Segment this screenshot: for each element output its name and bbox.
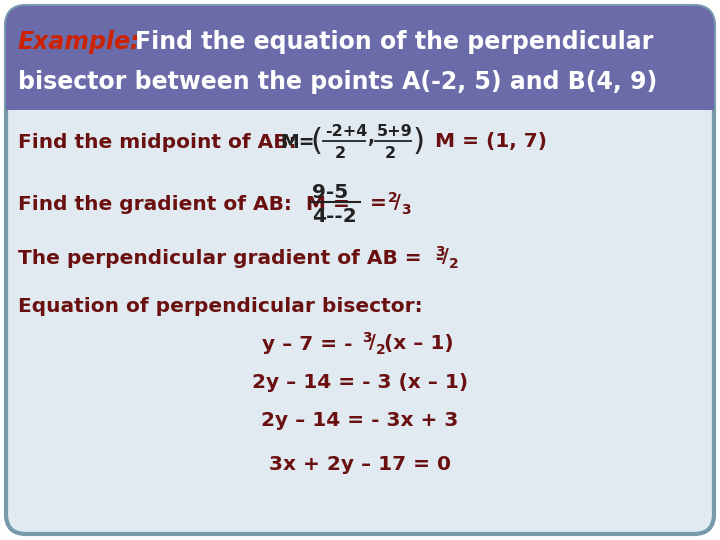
- Text: 5+9: 5+9: [377, 125, 413, 139]
- Text: The perpendicular gradient of AB =  -: The perpendicular gradient of AB = -: [18, 248, 444, 267]
- Text: Find the equation of the perpendicular: Find the equation of the perpendicular: [135, 30, 653, 54]
- Text: (x – 1): (x – 1): [384, 334, 454, 354]
- Text: 3: 3: [362, 331, 372, 345]
- Text: M=: M=: [280, 132, 315, 152]
- Text: Find the gradient of AB:  M =: Find the gradient of AB: M =: [18, 194, 350, 213]
- Text: Equation of perpendicular bisector:: Equation of perpendicular bisector:: [18, 298, 423, 316]
- FancyBboxPatch shape: [6, 6, 714, 110]
- Text: Find the midpoint of AB:: Find the midpoint of AB:: [18, 132, 297, 152]
- Text: 3: 3: [435, 245, 445, 259]
- Text: /: /: [442, 247, 449, 267]
- Bar: [6, 90, 714, 110]
- Text: =: =: [370, 194, 387, 213]
- Text: 2: 2: [449, 257, 459, 271]
- Text: /: /: [369, 334, 376, 353]
- FancyBboxPatch shape: [6, 6, 714, 534]
- Text: 2: 2: [335, 145, 346, 160]
- Text: y – 7 = -: y – 7 = -: [263, 334, 360, 354]
- Text: 3x + 2y – 17 = 0: 3x + 2y – 17 = 0: [269, 455, 451, 474]
- Text: 4--2: 4--2: [312, 206, 356, 226]
- Text: ,: ,: [367, 129, 374, 147]
- Text: 2: 2: [385, 145, 396, 160]
- Text: M = (1, 7): M = (1, 7): [435, 132, 547, 152]
- Text: (: (: [310, 127, 322, 157]
- Text: /: /: [394, 193, 401, 213]
- Text: Example:: Example:: [18, 30, 140, 54]
- Text: 2y – 14 = - 3x + 3: 2y – 14 = - 3x + 3: [261, 410, 459, 429]
- Text: 2: 2: [388, 191, 397, 205]
- Text: bisector between the points A(-2, 5) and B(4, 9): bisector between the points A(-2, 5) and…: [18, 70, 657, 94]
- Text: 3: 3: [401, 203, 410, 217]
- Text: 9-5: 9-5: [312, 183, 348, 201]
- Text: -2+4: -2+4: [325, 125, 367, 139]
- Text: ): ): [413, 127, 425, 157]
- Text: 2: 2: [376, 343, 386, 357]
- Text: 2y – 14 = - 3 (x – 1): 2y – 14 = - 3 (x – 1): [252, 373, 468, 392]
